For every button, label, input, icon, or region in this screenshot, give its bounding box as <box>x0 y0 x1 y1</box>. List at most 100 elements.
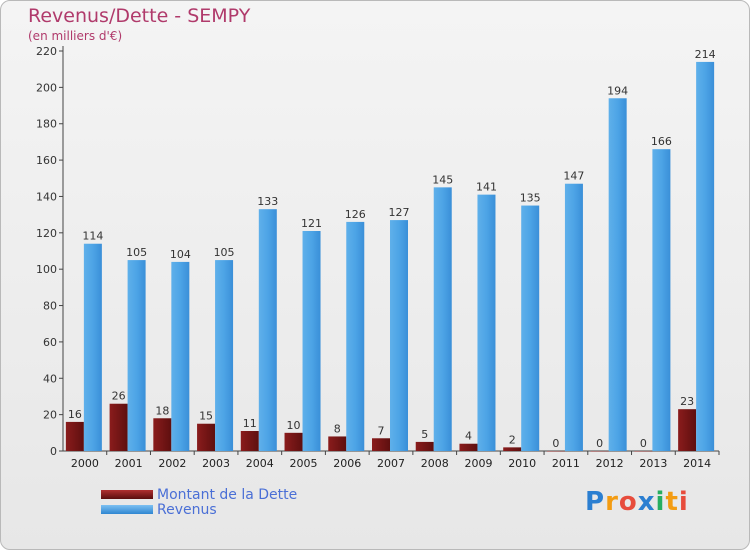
legend-label-dette: Montant de la Dette <box>157 486 298 503</box>
legend-label-revenus: Revenus <box>157 501 217 518</box>
data-label-revenus: 145 <box>432 173 453 186</box>
data-label-dette: 0 <box>596 437 603 450</box>
bar-dette <box>328 436 347 451</box>
y-tick-label: 220 <box>36 45 57 58</box>
data-label-revenus: 141 <box>476 181 497 194</box>
data-label-dette: 18 <box>155 404 169 417</box>
bar-revenus <box>390 220 408 451</box>
chart-subtitle: (en milliers d'€) <box>28 29 123 43</box>
chart-title: Revenus/Dette - SEMPY <box>28 5 251 27</box>
y-tick-label: 120 <box>36 227 57 240</box>
x-tick-label: 2014 <box>683 457 711 470</box>
bar-dette <box>284 432 303 451</box>
y-tick-label: 200 <box>36 81 57 94</box>
x-tick-label: 2004 <box>246 457 274 470</box>
data-label-dette: 23 <box>680 395 694 408</box>
data-label-revenus: 105 <box>214 246 235 259</box>
x-tick-label: 2002 <box>158 457 186 470</box>
x-tick-label: 2012 <box>596 457 624 470</box>
data-label-dette: 5 <box>421 428 428 441</box>
data-label-dette: 11 <box>243 417 257 430</box>
y-tick-label: 60 <box>43 336 57 349</box>
data-label-dette: 7 <box>378 424 385 437</box>
data-label-dette: 4 <box>465 430 472 443</box>
bar-dette <box>634 451 653 452</box>
data-label-revenus: 194 <box>607 84 628 97</box>
x-tick-label: 2008 <box>421 457 449 470</box>
bar-revenus <box>652 149 671 451</box>
logo-letter: i <box>655 487 666 517</box>
bar-dette <box>590 451 609 452</box>
bar-revenus <box>83 243 102 451</box>
x-tick-label: 2007 <box>377 457 405 470</box>
bar-revenus <box>127 260 146 451</box>
y-tick-label: 20 <box>43 409 57 422</box>
y-tick-label: 100 <box>36 263 57 276</box>
bar-dette <box>678 409 697 451</box>
bar-dette <box>153 418 172 451</box>
logo-letter: r <box>605 487 619 517</box>
x-tick-label: 2006 <box>333 457 361 470</box>
logo-letter: i <box>678 487 689 517</box>
y-tick-label: 80 <box>43 300 57 313</box>
data-label-dette: 0 <box>640 437 647 450</box>
data-label-revenus: 214 <box>695 48 716 61</box>
proxiti-logo: Proxiti <box>585 487 689 517</box>
legend-item-revenus: Revenus <box>101 501 297 518</box>
data-label-revenus: 114 <box>82 230 103 243</box>
y-tick-label: 140 <box>36 190 57 203</box>
bar-dette <box>240 431 259 451</box>
data-label-dette: 16 <box>68 408 82 421</box>
x-tick-label: 2013 <box>639 457 667 470</box>
bar-dette <box>415 441 434 451</box>
logo-letter: t <box>665 487 679 517</box>
data-label-dette: 15 <box>199 410 213 423</box>
data-label-revenus: 104 <box>170 248 191 261</box>
legend-item-dette: Montant de la Dette <box>101 486 298 503</box>
y-tick-label: 40 <box>43 372 57 385</box>
data-label-revenus: 127 <box>389 206 410 219</box>
x-tick-label: 2009 <box>464 457 492 470</box>
x-tick-label: 2003 <box>202 457 230 470</box>
bar-dette <box>65 421 84 451</box>
x-tick-label: 2010 <box>508 457 536 470</box>
data-label-revenus: 147 <box>563 170 584 183</box>
bar-dette <box>503 447 522 451</box>
bar-dette <box>197 423 216 451</box>
data-label-revenus: 166 <box>651 135 672 148</box>
bar-revenus <box>608 98 627 451</box>
bar-dette <box>109 403 128 451</box>
y-tick-label: 0 <box>50 445 57 458</box>
x-tick-label: 2005 <box>290 457 318 470</box>
data-label-dette: 2 <box>509 433 516 446</box>
bar-dette <box>546 451 565 452</box>
bar-revenus <box>477 194 496 452</box>
bar-revenus <box>521 205 540 451</box>
bar-revenus <box>696 61 715 452</box>
bar-revenus <box>346 221 365 451</box>
legend-swatch-dette <box>101 490 153 499</box>
data-label-dette: 10 <box>287 419 301 432</box>
data-label-dette: 26 <box>112 390 126 403</box>
y-tick-label: 160 <box>36 154 57 167</box>
x-tick-label: 2001 <box>115 457 143 470</box>
data-label-revenus: 135 <box>520 192 541 205</box>
data-label-revenus: 121 <box>301 217 322 230</box>
y-tick-label: 180 <box>36 118 57 131</box>
bar-dette <box>372 438 390 451</box>
bar-revenus <box>564 183 583 451</box>
legend: Montant de la Dette Revenus <box>101 486 298 518</box>
legend-swatch-revenus <box>101 505 153 514</box>
bar-revenus <box>215 260 234 451</box>
bar-revenus <box>258 209 277 451</box>
bar-dette <box>459 443 478 451</box>
data-label-revenus: 105 <box>126 246 147 259</box>
bar-revenus <box>171 261 190 451</box>
logo-letter: x <box>637 487 656 517</box>
x-tick-label: 2000 <box>71 457 99 470</box>
logo-letter: o <box>618 487 638 517</box>
bar-revenus <box>433 187 452 451</box>
bar-revenus <box>302 231 321 451</box>
